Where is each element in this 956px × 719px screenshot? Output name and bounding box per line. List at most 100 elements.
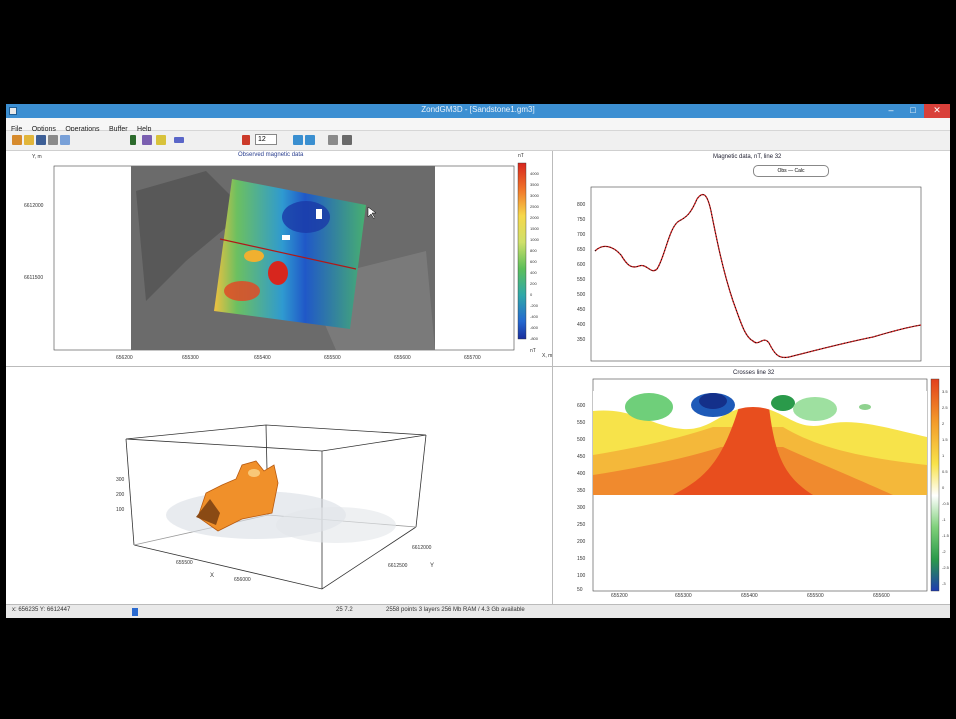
copy-icon[interactable]	[328, 135, 338, 145]
svg-text:-3: -3	[942, 581, 946, 586]
app-icon	[9, 107, 17, 115]
svg-text:-0.5: -0.5	[942, 501, 950, 506]
menu-help[interactable]: Help	[137, 126, 152, 133]
map-x-tick: 655700	[464, 355, 481, 361]
help-icon[interactable]	[60, 135, 70, 145]
svg-text:2500: 2500	[530, 204, 540, 209]
svg-text:-800: -800	[530, 336, 539, 341]
window-title: ZondGM3D - [Sandstone1.gm3]	[421, 105, 535, 114]
model-icon[interactable]	[293, 135, 303, 145]
profile-line[interactable]	[219, 238, 357, 270]
grid-icon[interactable]	[130, 135, 136, 145]
marker-icon[interactable]	[242, 135, 250, 145]
svg-text:-600: -600	[530, 325, 539, 330]
section-x-tick: 655500	[807, 593, 824, 599]
terrain-shape	[136, 171, 246, 301]
anomaly-high	[224, 281, 260, 301]
svg-text:-2: -2	[942, 549, 946, 554]
section-low	[699, 393, 727, 409]
map-x-unit: X, m	[542, 353, 553, 359]
graph-canvas[interactable]	[553, 151, 950, 366]
obs-points	[594, 194, 922, 358]
svg-text:-1: -1	[942, 517, 946, 522]
svg-text:3500: 3500	[530, 182, 540, 187]
section-colorbar	[930, 378, 940, 592]
status-arrow-icon[interactable]	[132, 608, 138, 616]
menu-buffer[interactable]: Buffer	[109, 126, 128, 133]
minimize-button[interactable]: –	[888, 105, 894, 115]
section-title: Crosses line 32	[733, 370, 775, 376]
section-y-tick: 100	[577, 573, 586, 579]
map-x-tick: 655400	[254, 355, 271, 361]
graph-y-tick: 500	[577, 292, 586, 298]
print-icon[interactable]	[342, 135, 352, 145]
map-label-box	[282, 235, 290, 240]
pin-icon[interactable]	[156, 135, 166, 145]
section-low	[859, 404, 871, 410]
svg-text:600: 600	[530, 259, 537, 264]
svg-text:3.5: 3.5	[942, 389, 948, 394]
maximize-button[interactable]: □	[910, 105, 916, 115]
new-icon[interactable]	[12, 135, 22, 145]
svg-text:0: 0	[942, 485, 945, 490]
isosurface-shadow	[196, 499, 220, 525]
close-button[interactable]: ✕	[924, 104, 950, 118]
legend-obs: Obs	[777, 168, 787, 174]
model2-icon[interactable]	[305, 135, 315, 145]
section-anomaly-core	[673, 407, 813, 495]
svg-text:1000: 1000	[530, 237, 540, 242]
profile-icon[interactable]	[174, 137, 184, 143]
section-x-tick: 655200	[611, 593, 628, 599]
view3d-x-tick: 656000	[234, 577, 251, 583]
map-scale-unit-bottom: nT	[530, 348, 536, 354]
status-info: 2558 points 3 layers 256 Mb RAM / 4.3 Gb…	[386, 607, 525, 613]
menu-file[interactable]: File	[11, 126, 23, 133]
smoke-density	[276, 507, 396, 543]
layers-icon[interactable]	[142, 135, 152, 145]
section-panel: Crosses line 32 600 550 500 450 400 350 …	[553, 367, 950, 604]
map-y-tick: 6612000	[24, 203, 44, 209]
section-y-tick: 200	[577, 539, 586, 545]
section-low	[793, 397, 837, 421]
section-x-tick: 655300	[675, 593, 692, 599]
svg-text:1.5: 1.5	[942, 437, 948, 442]
view3d-y-tick: 6612000	[412, 545, 432, 551]
section-x-tick: 655600	[873, 593, 890, 599]
svg-text:0: 0	[530, 292, 533, 297]
graph-panel: Magnetic data, nT, line 32 Obs — Calc 80…	[553, 151, 950, 367]
graph-y-tick: 700	[577, 232, 586, 238]
map-canvas[interactable]: 4000 3500 3000 2500 2000 1500 1000 800 6…	[6, 151, 552, 366]
section-low	[771, 395, 795, 411]
isosurface-highlight	[248, 469, 260, 477]
svg-text:-400: -400	[530, 314, 539, 319]
spin-select[interactable]: 12	[255, 134, 277, 145]
graph-legend: Obs — Calc	[753, 165, 829, 177]
settings-icon[interactable]	[48, 135, 58, 145]
map-y-unit: Y, m	[32, 154, 42, 160]
view3d-z-tick: 200	[116, 492, 125, 498]
title-bar: ZondGM3D - [Sandstone1.gm3] – □ ✕	[6, 104, 950, 118]
section-y-tick: 150	[577, 556, 586, 562]
menu-options[interactable]: Options	[31, 126, 56, 133]
map-label-box	[316, 209, 322, 219]
svg-text:-1.5: -1.5	[942, 533, 950, 538]
map-scale-unit: nT	[518, 153, 524, 159]
section-canvas[interactable]: 3.5 2.5 2 1.5 1 0.5 0 -0.5 -1 -1.5 -2 -2…	[553, 367, 950, 604]
open-icon[interactable]	[24, 135, 34, 145]
menu-operations[interactable]: Operations	[65, 126, 100, 133]
svg-text:2000: 2000	[530, 215, 540, 220]
save-icon[interactable]	[36, 135, 46, 145]
view3d-z-tick: 100	[116, 507, 125, 513]
graph-frame	[590, 186, 922, 362]
svg-text:2: 2	[942, 421, 945, 426]
section-x-tick: 655400	[741, 593, 758, 599]
map-x-tick: 655500	[324, 355, 341, 361]
anomaly-high	[268, 261, 288, 285]
status-bar: x: 656235 Y: 6612447 25 7.2 2558 points …	[6, 604, 950, 618]
graph-title: Magnetic data, nT, line 32	[713, 154, 782, 160]
svg-text:1500: 1500	[530, 226, 540, 231]
view3d-canvas[interactable]	[6, 367, 552, 604]
toolbar: 12	[6, 131, 950, 151]
section-low	[625, 393, 673, 421]
view3d-x-label: X	[210, 573, 215, 579]
